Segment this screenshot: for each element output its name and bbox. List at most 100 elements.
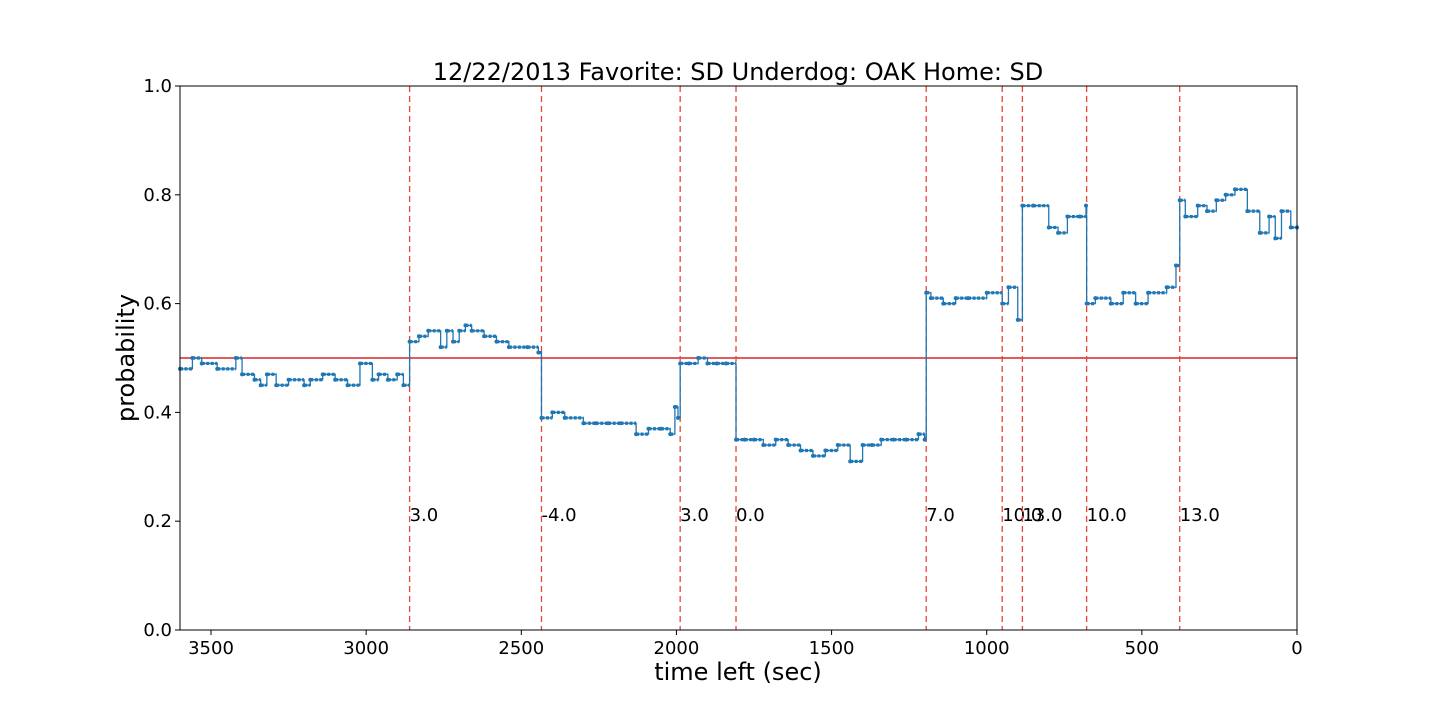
y-tick-label: 0.8 xyxy=(143,185,172,206)
probability-data-point xyxy=(860,443,865,448)
probability-data-point xyxy=(1121,290,1126,295)
probability-data-point xyxy=(240,372,245,377)
probability-data-point xyxy=(333,377,338,382)
probability-data-point xyxy=(264,372,269,377)
probability-data-point xyxy=(1245,209,1250,214)
probability-data-point xyxy=(1056,230,1061,235)
x-tick-label: 2500 xyxy=(498,638,544,659)
probability-data-point xyxy=(1065,214,1070,219)
probability-data-point xyxy=(1232,187,1237,192)
probability-data-point xyxy=(1084,301,1089,306)
probability-data-point xyxy=(953,296,958,301)
probability-data-point xyxy=(752,437,757,442)
probability-data-point xyxy=(581,421,586,426)
probability-data-point xyxy=(1164,285,1169,290)
probability-data-point xyxy=(302,383,307,388)
probability-data-point xyxy=(941,301,946,306)
scoring-event-label: 13.0 xyxy=(1180,505,1220,526)
probability-data-point xyxy=(823,448,828,453)
probability-data-point xyxy=(506,345,511,350)
probability-data-point xyxy=(562,415,567,420)
probability-data-point xyxy=(1093,296,1098,301)
x-tick-label: 2000 xyxy=(654,638,700,659)
probability-data-point xyxy=(922,437,927,442)
probability-data-point xyxy=(924,290,929,295)
probability-data-point xyxy=(798,448,803,453)
probability-data-point xyxy=(233,356,238,360)
scoring-event-label: 13.0 xyxy=(1022,505,1062,526)
probability-data-point xyxy=(1183,214,1188,219)
chart-title: 12/22/2013 Favorite: SD Underdog: OAK Ho… xyxy=(433,58,1044,86)
probability-data-point xyxy=(984,290,989,295)
probability-data-point xyxy=(416,334,421,339)
y-tick-label: 0.6 xyxy=(143,294,172,315)
probability-data-point xyxy=(1006,285,1011,290)
probability-data-point xyxy=(252,377,257,382)
scoring-event-label: 10.0 xyxy=(1002,505,1042,526)
probability-data-point xyxy=(606,421,611,426)
probability-data-point xyxy=(1046,225,1051,230)
y-tick-label: 0.4 xyxy=(143,402,172,423)
probability-data-point xyxy=(385,377,390,382)
scoring-event-label: 3.0 xyxy=(410,505,439,526)
scoring-event-label: 0.0 xyxy=(736,505,765,526)
probability-data-point xyxy=(761,443,766,448)
probability-data-point xyxy=(1146,290,1151,295)
probability-data-point xyxy=(835,443,840,448)
probability-data-point xyxy=(1177,198,1182,203)
probability-data-point xyxy=(705,361,710,366)
probability-data-point xyxy=(618,421,623,426)
probability-data-point xyxy=(1205,209,1210,214)
x-tick-label: 3000 xyxy=(343,638,389,659)
probability-data-point xyxy=(1273,236,1278,241)
probability-data-point xyxy=(1108,301,1113,306)
probability-data-point xyxy=(1267,214,1272,219)
y-axis-label: probability xyxy=(112,294,140,422)
probability-data-point xyxy=(286,377,291,382)
probability-data-point xyxy=(274,383,279,388)
scoring-event-label: 7.0 xyxy=(926,505,955,526)
probability-data-point xyxy=(742,437,747,442)
probability-data-point xyxy=(773,437,778,442)
probability-data-point xyxy=(1015,317,1020,322)
probability-data-point xyxy=(848,459,853,464)
y-axis: 0.0 0.2 0.4 0.6 0.8 1.0 xyxy=(143,76,180,641)
probability-data-point xyxy=(593,421,598,426)
probability-data-point xyxy=(482,334,487,339)
plot-frame xyxy=(179,85,1298,631)
probability-data-point xyxy=(370,377,375,382)
probability-data-point xyxy=(1133,301,1138,306)
probability-series-line xyxy=(180,188,1297,463)
probability-data-point xyxy=(696,356,701,360)
probability-data-point xyxy=(1223,192,1228,197)
plot-area: 3.0 -4.0 3.0 0.0 7.0 10.013.0 10.0 13.0 xyxy=(178,86,1299,630)
y-tick-label: 0.0 xyxy=(143,620,172,641)
y-tick-label: 1.0 xyxy=(143,76,172,97)
x-tick-label: 0 xyxy=(1291,638,1302,659)
probability-data-point xyxy=(724,361,729,366)
probability-data-point xyxy=(1020,203,1025,208)
scoring-event-label: 3.0 xyxy=(680,505,709,526)
probability-data-point xyxy=(1084,203,1089,208)
probability-data-point xyxy=(1077,214,1082,219)
x-axis: 3500 3000 2500 2000 1500 1000 500 0 xyxy=(188,630,1303,659)
probability-data-point xyxy=(1279,209,1284,214)
probability-data-point xyxy=(525,345,530,350)
scoring-event-label: -4.0 xyxy=(541,505,576,526)
probability-data-point xyxy=(675,415,680,420)
probability-data-point xyxy=(536,350,541,355)
x-tick-label: 3500 xyxy=(188,638,234,659)
probability-data-point xyxy=(786,443,791,448)
probability-data-point xyxy=(1195,203,1200,208)
probability-data-point xyxy=(714,361,719,366)
probability-data-point xyxy=(1031,203,1036,208)
probability-data-point xyxy=(1214,198,1219,203)
probability-data-point xyxy=(879,437,884,442)
probability-data-point xyxy=(539,415,544,420)
probability-data-point xyxy=(199,361,204,366)
probability-data-point xyxy=(469,328,474,333)
probability-data-point xyxy=(1257,230,1262,235)
probability-data-point xyxy=(869,443,874,448)
probability-data-point xyxy=(426,328,431,333)
probability-data-point xyxy=(904,437,909,442)
